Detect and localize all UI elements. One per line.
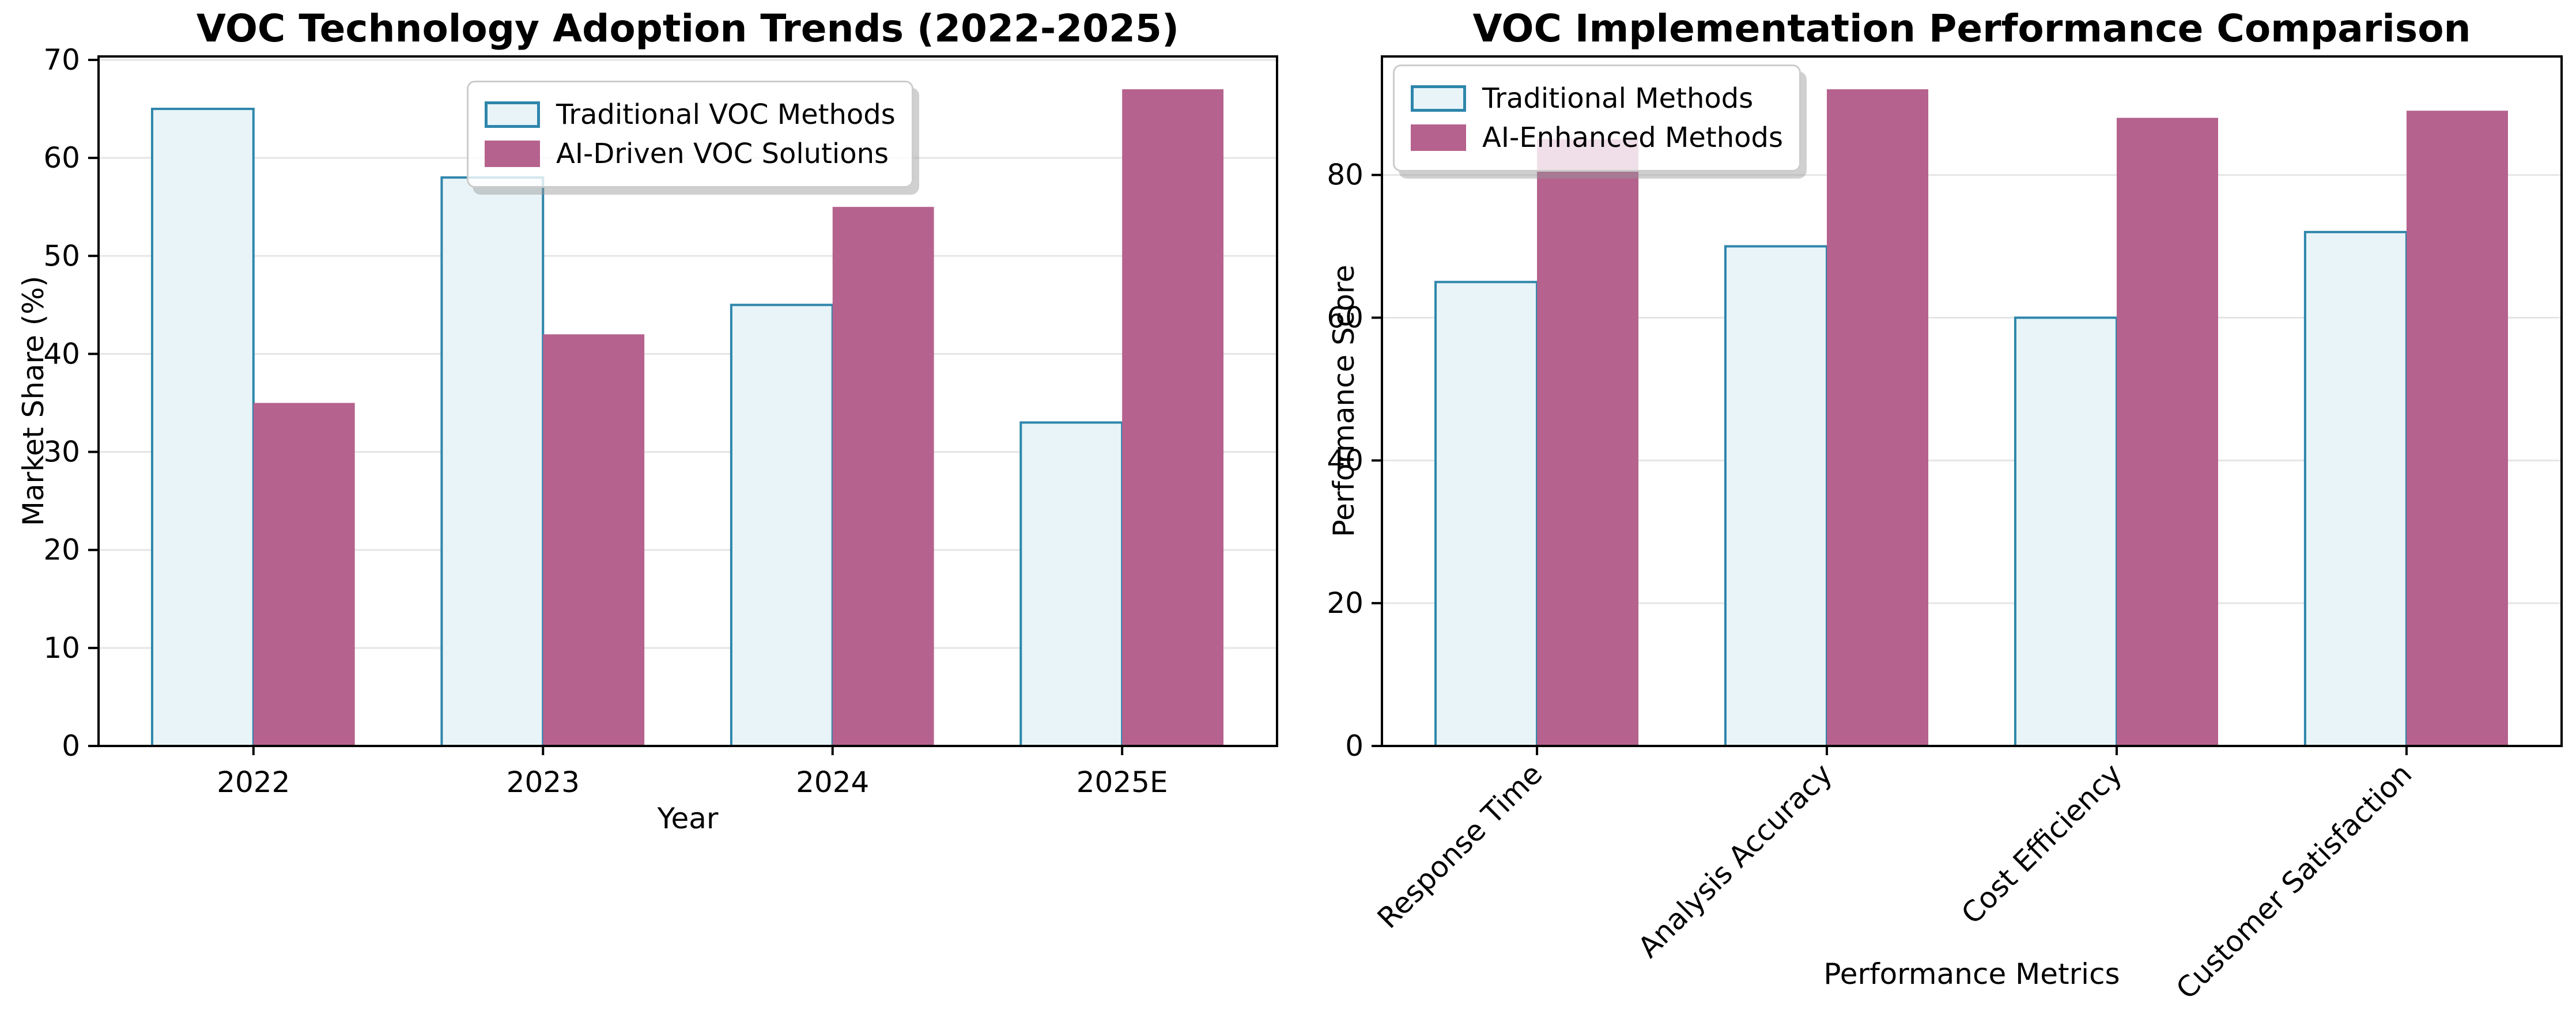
y-tick-label: 80 xyxy=(1327,158,1363,192)
bar-traditional-Customer Satisfaction xyxy=(2303,230,2408,747)
legend-label-ai: AI-Driven VOC Solutions xyxy=(556,138,889,170)
y-tick-label: 70 xyxy=(43,43,80,77)
x-tick-label: 2022 xyxy=(217,766,290,799)
legend-performance-comparison: Traditional Methods AI-Enhanced Methods xyxy=(1393,65,1801,172)
legend-label-traditional: Traditional VOC Methods xyxy=(556,99,896,131)
bar-ai-Customer Satisfaction xyxy=(2406,111,2508,746)
x-axis-label-year: Year xyxy=(657,802,719,835)
bar-traditional-2025E xyxy=(1019,421,1124,747)
y-tick-label: 60 xyxy=(43,141,80,175)
y-tick-label: 0 xyxy=(62,729,80,763)
x-tick-label: 2025E xyxy=(1077,766,1168,799)
x-axis-label-performance-metrics: Performance Metrics xyxy=(1823,957,2120,991)
legend-item-ai: AI-Driven VOC Solutions xyxy=(485,138,896,170)
bar-ai-Cost Efficiency xyxy=(2116,118,2219,747)
legend-item-traditional: Traditional VOC Methods xyxy=(485,99,896,131)
traditional-swatch-icon xyxy=(485,101,540,128)
y-tick-label: 40 xyxy=(43,337,80,370)
bar-ai-2025E xyxy=(1122,89,1224,746)
y-axis-label-performance-score: Performance Score xyxy=(1327,264,1361,537)
bar-traditional-Response Time xyxy=(1434,281,1539,747)
y-tick-label: 60 xyxy=(1327,301,1363,335)
ai-swatch-icon xyxy=(1411,124,1466,151)
y-tick-label: 20 xyxy=(1327,586,1363,620)
x-tick-label: 2023 xyxy=(507,766,580,799)
y-tick-label: 50 xyxy=(43,239,80,272)
chart-title-performance-comparison: VOC Implementation Performance Compariso… xyxy=(1472,6,2471,51)
legend-item-ai: AI-Enhanced Methods xyxy=(1411,122,1783,154)
bar-ai-Analysis Accuracy xyxy=(1827,89,1929,746)
y-tick-label: 30 xyxy=(43,435,80,469)
axes-frame xyxy=(1381,55,2563,747)
bar-ai-2024 xyxy=(832,207,934,747)
chart-title-adoption-trends: VOC Technology Adoption Trends (2022-202… xyxy=(196,6,1180,51)
legend-adoption-trends: Traditional VOC Methods AI-Driven VOC So… xyxy=(467,81,913,188)
bar-ai-2023 xyxy=(543,334,645,746)
x-tick-label: Response Time xyxy=(1371,757,1549,935)
bar-ai-Response Time xyxy=(1537,139,1639,746)
bar-traditional-Analysis Accuracy xyxy=(1724,245,1829,747)
y-tick-label: 20 xyxy=(43,533,80,567)
y-tick-label: 0 xyxy=(1345,729,1363,763)
legend-label-ai: AI-Enhanced Methods xyxy=(1482,122,1783,154)
x-tick-label: Cost Efficiency xyxy=(1955,757,2128,930)
ai-swatch-icon xyxy=(485,141,540,167)
traditional-swatch-icon xyxy=(1411,85,1466,112)
axes-frame xyxy=(97,55,1278,747)
bar-traditional-2024 xyxy=(730,304,834,747)
x-tick-label: Analysis Accuracy xyxy=(1631,757,1838,964)
y-tick-label: 10 xyxy=(43,631,80,665)
legend-item-traditional: Traditional Methods xyxy=(1411,82,1783,115)
x-tick-label: 2024 xyxy=(796,766,869,799)
bar-traditional-Cost Efficiency xyxy=(2014,316,2118,747)
bar-ai-2022 xyxy=(253,403,355,746)
legend-label-traditional: Traditional Methods xyxy=(1482,82,1754,115)
y-tick-label: 40 xyxy=(1327,444,1363,477)
